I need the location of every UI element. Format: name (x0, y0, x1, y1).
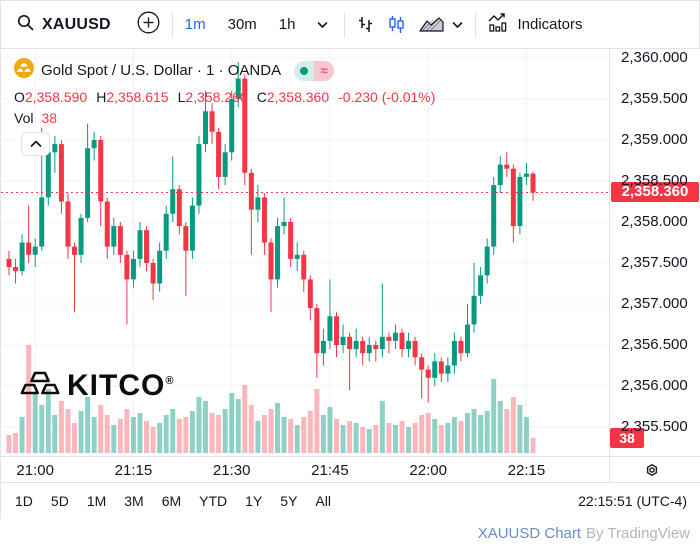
legend-collapse-button[interactable] (21, 132, 50, 156)
range-5d[interactable]: 5D (50, 493, 69, 509)
ohlc-l: L2,358.260 (177, 89, 248, 105)
date-range-group: 1D 5D 1M 3M 6M YTD 1Y 5Y All (15, 493, 331, 509)
range-1d[interactable]: 1D (15, 493, 33, 509)
gold-symbol-icon (14, 58, 34, 83)
chart-type-chevron-down-icon[interactable] (452, 21, 463, 29)
price-axis[interactable]: 2,358.360 38 2,360.000 2,359.500 2,359.000… (609, 49, 700, 482)
ohlc-values-row: O2,358.590 H2,358.615 L2,358.260 C2,358.360… (14, 89, 435, 105)
price-tick: 2,357.000 (621, 295, 688, 312)
range-1y[interactable]: 1Y (245, 493, 263, 509)
symbol-chart-link[interactable]: XAUUSD Chart (477, 525, 582, 542)
time-tick: 21:30 (212, 462, 251, 479)
range-1m[interactable]: 1M (86, 493, 107, 509)
plus-circle-icon (137, 11, 160, 39)
area-chart-type-icon[interactable] (419, 16, 445, 33)
kitco-logo: KITCO® (19, 369, 174, 403)
chart-widget: XAUUSD 1m 30m 1h (0, 0, 700, 519)
market-status-pill[interactable]: ≈ (294, 60, 335, 81)
price-tick: 2,358.000 (621, 213, 688, 230)
current-volume-tag: 38 (610, 427, 644, 448)
bars-chart-type-icon[interactable] (357, 16, 374, 33)
toolbar-separator (475, 11, 477, 38)
toolbar-separator (344, 11, 346, 38)
volume-value: 38 (41, 110, 58, 126)
range-ytd[interactable]: YTD (199, 493, 228, 509)
price-tick: 2,358.500 (621, 172, 688, 189)
search-icon (17, 14, 34, 36)
price-change: -0.230 (-0.01%) (338, 89, 436, 105)
interval-group: 1m 30m 1h (185, 16, 318, 33)
indicators-icon (488, 13, 509, 36)
top-toolbar: XAUUSD 1m 30m 1h (1, 1, 699, 49)
price-tick: 2,356.500 (621, 336, 688, 353)
current-price-tag: 2,358.360 (611, 182, 699, 203)
volume-label: Vol (14, 110, 34, 126)
time-tick: 21:45 (311, 462, 349, 479)
ohlc-h: H2,358.615 (96, 89, 169, 105)
time-tick: 21:15 (114, 462, 153, 479)
toolbar-separator (171, 11, 173, 38)
price-tick: 2,360.000 (621, 49, 688, 66)
interval-menu-chevron-down-icon[interactable] (317, 21, 328, 29)
price-tick: 2,357.500 (621, 254, 688, 271)
compare-add-button[interactable] (137, 11, 160, 39)
price-tick: 2,356.000 (621, 377, 688, 394)
indicators-button[interactable]: Indicators (488, 13, 583, 36)
attribution-footer: XAUUSD Chart By TradingView (0, 519, 700, 548)
price-tick: 2,359.000 (621, 131, 688, 148)
range-6m[interactable]: 6M (161, 493, 182, 509)
candles (6, 62, 536, 403)
chart-legend: Gold Spot / U.S. Dollar · 1 · OANDA ≈ O2… (14, 58, 435, 126)
volume-bars (6, 345, 536, 453)
ohlc-c: C2,358.360 (256, 89, 330, 105)
price-tick: 2,355.500 (621, 418, 688, 435)
approx-data-icon: ≈ (314, 60, 335, 81)
attribution-text: By TradingView (586, 525, 690, 542)
time-tick: 22:00 (409, 462, 447, 479)
time-axis[interactable]: 21:00 21:15 21:30 21:45 22:00 22:15 (1, 457, 609, 482)
symbol-name: XAUUSD (42, 15, 111, 33)
price-tick: 2,359.500 (621, 90, 688, 107)
chevron-up-icon (30, 135, 42, 153)
time-tick: 22:15 (507, 462, 546, 479)
ohlc-o: O2,358.590 (14, 89, 88, 105)
indicators-label: Indicators (517, 16, 583, 33)
volume-row: Vol 38 (14, 110, 435, 126)
candles-chart-type-icon[interactable] (388, 15, 405, 34)
clock[interactable]: 22:15:51 (UTC-4) (578, 493, 687, 509)
candlestick-chart[interactable] (1, 49, 609, 456)
range-5y[interactable]: 5Y (280, 493, 298, 509)
symbol-search-button[interactable]: XAUUSD (17, 14, 111, 36)
axis-divider (1, 456, 700, 457)
interval-30m[interactable]: 30m (227, 16, 257, 33)
range-3m[interactable]: 3M (124, 493, 144, 509)
kitco-wordmark: KITCO® (67, 369, 175, 402)
market-open-dot-icon (294, 60, 315, 81)
chart-settings-gear-icon[interactable] (641, 459, 663, 481)
time-tick: 21:00 (16, 462, 54, 479)
interval-1m[interactable]: 1m (184, 16, 206, 33)
range-all[interactable]: All (315, 493, 331, 509)
gold-bars-icon (19, 369, 63, 403)
interval-1h[interactable]: 1h (278, 16, 296, 33)
chart-title[interactable]: Gold Spot / U.S. Dollar · 1 · OANDA (41, 62, 282, 79)
bottom-toolbar: 1D 5D 1M 3M 6M YTD 1Y 5Y All 22:15:51 (UTC-4) (1, 482, 700, 519)
